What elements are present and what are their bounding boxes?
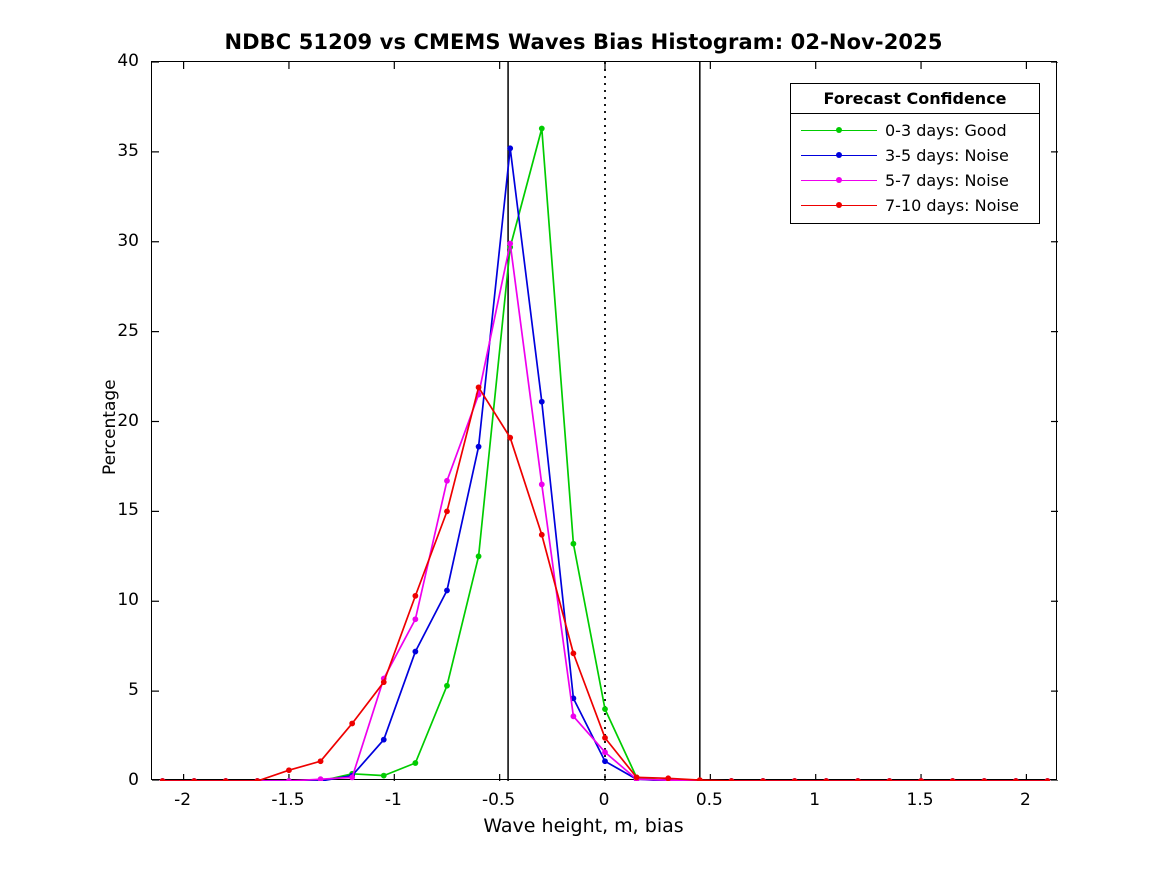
y-tick-label: 10	[117, 590, 139, 611]
series-marker	[538, 398, 545, 405]
series-marker	[507, 434, 514, 441]
series-marker	[286, 767, 292, 774]
series-marker	[254, 778, 261, 781]
y-tick-label: 25	[117, 320, 139, 341]
x-axis-label: Wave height, m, bias	[483, 815, 684, 837]
series-marker	[412, 592, 419, 599]
series-marker	[854, 778, 861, 781]
series-marker	[380, 772, 387, 779]
series-marker	[286, 778, 292, 781]
series-marker	[538, 481, 545, 488]
series-marker	[317, 758, 324, 765]
series-marker	[380, 679, 387, 686]
series-marker	[791, 778, 798, 781]
legend: Forecast Confidence 0-3 days: Good 3-5 da…	[790, 83, 1040, 224]
y-tick-label: 15	[117, 500, 139, 521]
series-marker	[728, 778, 735, 781]
x-tick-label: -1.5	[271, 790, 305, 810]
series-marker	[602, 734, 608, 741]
series-marker	[444, 508, 450, 515]
legend-title: Forecast Confidence	[791, 84, 1039, 114]
legend-color-swatch	[801, 149, 877, 163]
series-marker	[475, 553, 482, 560]
plot-svg	[152, 62, 1058, 781]
series-marker	[696, 777, 703, 781]
series-marker	[475, 384, 482, 391]
x-tick-label: 1	[809, 790, 821, 810]
page-title: NDBC 51209 vs CMEMS Waves Bias Histogram…	[224, 30, 943, 54]
series-marker	[570, 540, 577, 547]
series-marker	[191, 778, 198, 781]
x-tick-label: 0.5	[695, 790, 723, 810]
y-tick-label: 35	[117, 140, 139, 161]
series-marker	[412, 616, 419, 623]
series-marker	[380, 736, 387, 743]
series-marker	[412, 760, 419, 766]
x-tick-label: 1.5	[906, 790, 934, 810]
legend-color-swatch	[801, 199, 877, 213]
series-marker	[412, 648, 419, 655]
y-tick-label: 30	[117, 230, 139, 251]
legend-item-4[interactable]: 7-10 days: Noise	[791, 193, 1039, 218]
series-marker	[760, 778, 766, 781]
series-marker	[317, 776, 324, 781]
series-marker	[444, 682, 450, 689]
x-tick-label: 0	[598, 790, 610, 810]
legend-item-label: 0-3 days: Good	[885, 121, 1007, 140]
series-marker	[444, 587, 450, 594]
y-tick-label: 5	[128, 680, 139, 701]
series-marker	[349, 774, 356, 781]
legend-item-1[interactable]: 0-3 days: Good	[791, 118, 1039, 143]
series-marker	[665, 775, 672, 781]
series-marker	[981, 778, 988, 781]
legend-color-swatch	[801, 124, 877, 138]
legend-color-swatch	[801, 174, 877, 188]
legend-item-label: 7-10 days: Noise	[885, 196, 1020, 215]
legend-item-3[interactable]: 5-7 days: Noise	[791, 168, 1039, 193]
series-marker	[507, 240, 514, 247]
series-marker	[475, 443, 482, 450]
series-marker	[1012, 778, 1019, 781]
x-tick-label: -0.5	[482, 790, 516, 810]
x-tick-label: 2	[1019, 790, 1031, 810]
legend-items: 0-3 days: Good 3-5 days: Noise 5-7 days: N…	[791, 114, 1039, 223]
series-marker	[538, 531, 545, 538]
series-marker	[886, 778, 893, 781]
legend-item-label: 5-7 days: Noise	[885, 171, 1009, 190]
series-marker	[602, 758, 608, 765]
y-tick-label: 20	[117, 410, 139, 431]
x-tick-label: -1	[384, 790, 402, 810]
x-tick-label: -2	[174, 790, 192, 810]
y-tick-label: 0	[128, 770, 139, 790]
series-marker	[444, 477, 450, 484]
series-marker	[949, 778, 956, 781]
series-marker	[823, 778, 830, 781]
series-marker	[570, 713, 577, 720]
series-marker	[1044, 778, 1051, 781]
series-marker	[570, 650, 577, 657]
series-marker	[602, 749, 608, 756]
legend-item-2[interactable]: 3-5 days: Noise	[791, 143, 1039, 168]
series-marker	[349, 720, 356, 727]
series-marker	[507, 145, 514, 152]
legend-item-label: 3-5 days: Noise	[885, 146, 1009, 165]
series-marker	[918, 778, 924, 781]
series-marker	[602, 706, 608, 712]
series-marker	[222, 778, 229, 781]
y-tick-label: 40	[117, 51, 139, 71]
series-marker	[159, 778, 166, 781]
series-marker	[538, 125, 545, 132]
series-marker	[633, 774, 640, 781]
